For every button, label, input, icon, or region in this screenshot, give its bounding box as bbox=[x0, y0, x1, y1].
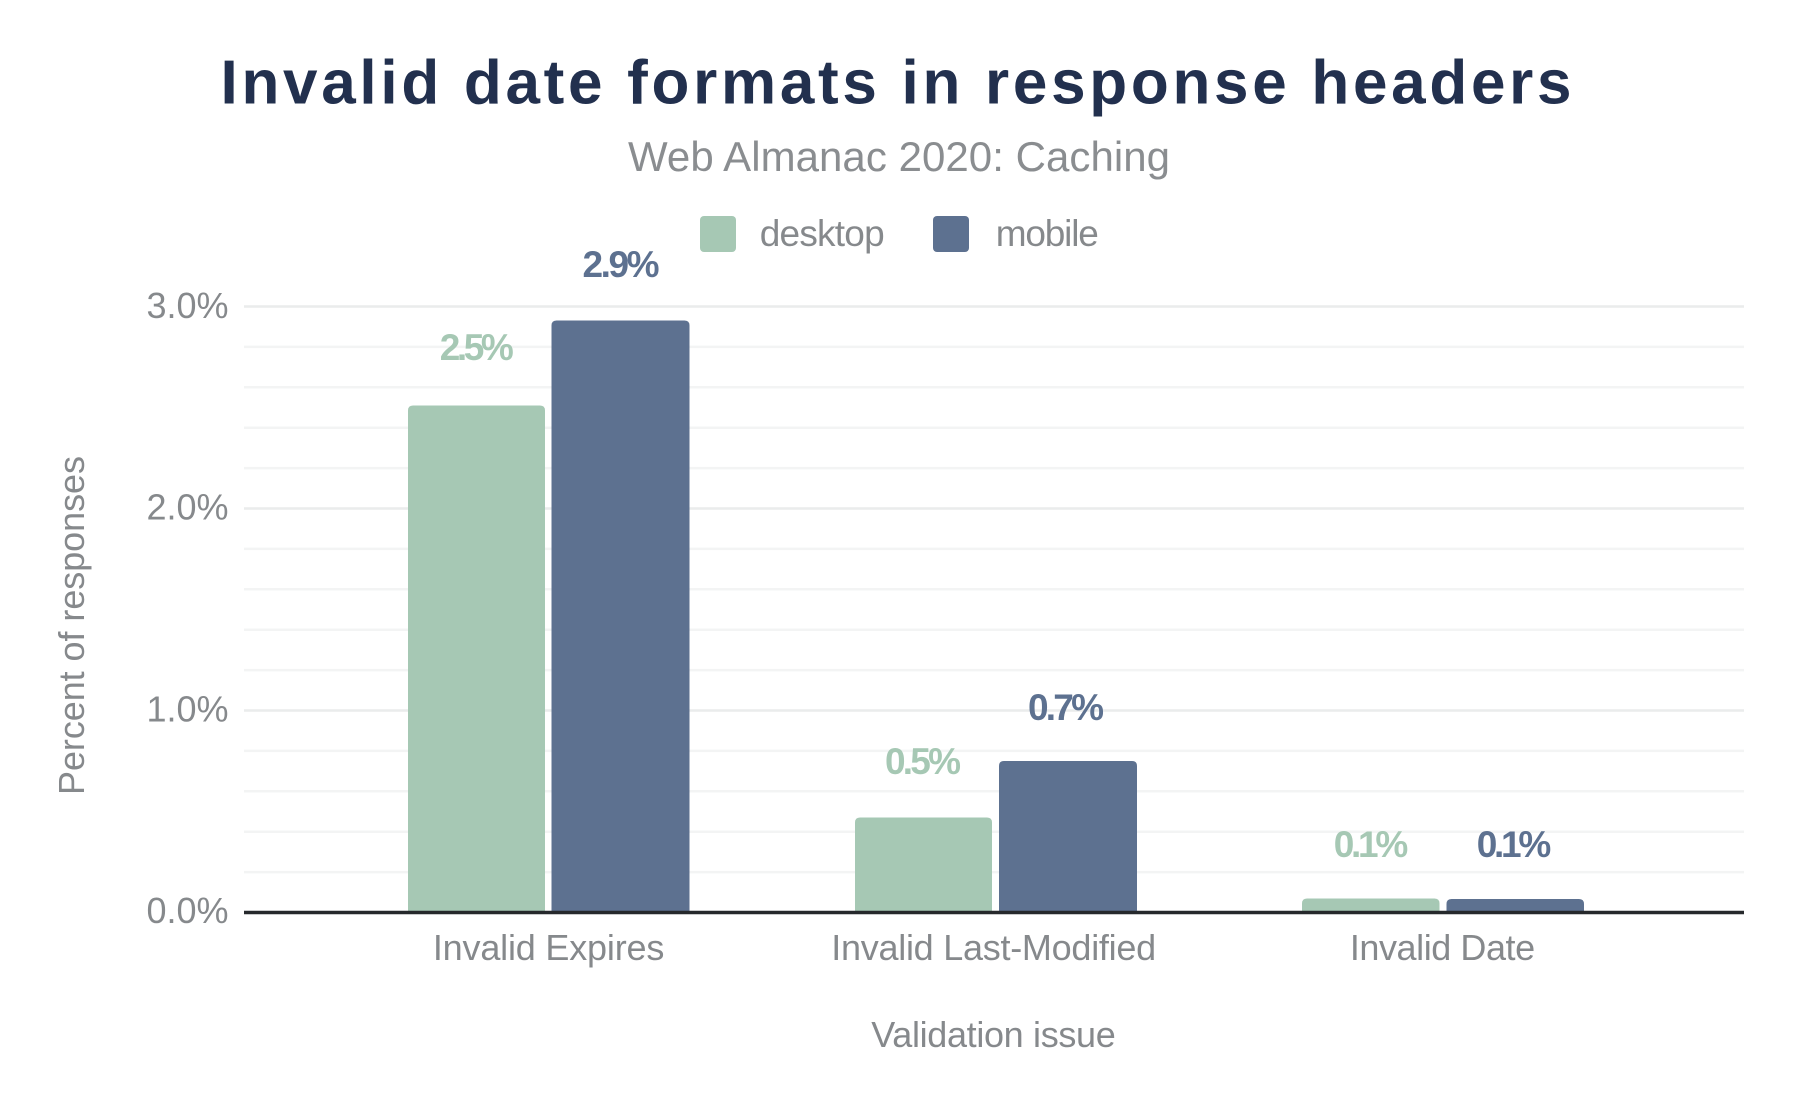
svg-text:Invalid Last-Modified: Invalid Last-Modified bbox=[831, 927, 1156, 968]
svg-text:Invalid Expires: Invalid Expires bbox=[433, 927, 665, 968]
svg-text:Percent of responses: Percent of responses bbox=[51, 456, 92, 795]
svg-text:0.1%: 0.1% bbox=[1334, 824, 1409, 865]
svg-text:desktop: desktop bbox=[760, 213, 885, 254]
svg-text:0.1%: 0.1% bbox=[1477, 824, 1552, 865]
svg-text:0.5%: 0.5% bbox=[885, 741, 961, 782]
svg-text:0.0%: 0.0% bbox=[146, 890, 228, 931]
svg-text:2.0%: 2.0% bbox=[146, 487, 228, 528]
svg-text:1.0%: 1.0% bbox=[146, 689, 228, 730]
svg-text:Invalid Date: Invalid Date bbox=[1350, 927, 1535, 968]
svg-text:2.5%: 2.5% bbox=[440, 327, 514, 368]
svg-text:2.9%: 2.9% bbox=[583, 244, 660, 285]
svg-text:3.0%: 3.0% bbox=[146, 285, 228, 326]
svg-text:Validation issue: Validation issue bbox=[871, 1014, 1116, 1055]
svg-text:Web Almanac 2020: Caching: Web Almanac 2020: Caching bbox=[628, 133, 1170, 180]
svg-text:mobile: mobile bbox=[996, 213, 1099, 254]
svg-text:0.7%: 0.7% bbox=[1028, 687, 1104, 728]
svg-text:Invalid date formats in respon: Invalid date formats in response headers bbox=[221, 49, 1572, 118]
